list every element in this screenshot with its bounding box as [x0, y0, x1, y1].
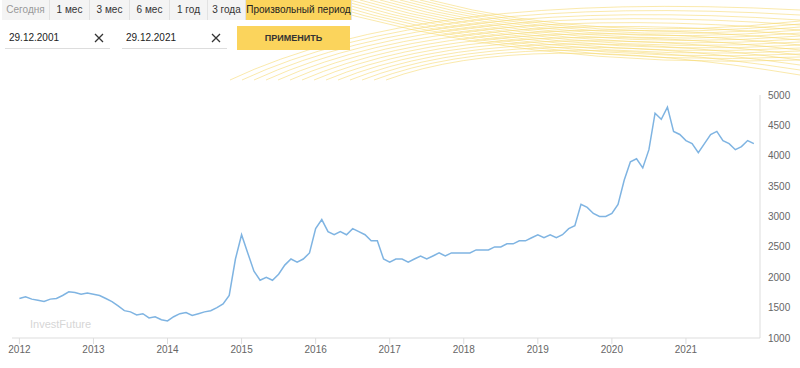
html-text:3 года: 3 года [212, 4, 241, 15]
svg-text:2018: 2018 [453, 344, 476, 355]
svg-text:1000: 1000 [768, 333, 791, 344]
svg-text:5000: 5000 [768, 90, 791, 101]
svg-text:4000: 4000 [768, 150, 791, 161]
html-text:6 мес: 6 мес [136, 4, 163, 15]
html-text:29.12.2001: 29.12.2001 [9, 32, 60, 43]
html-text:1 год: 1 год [177, 4, 200, 15]
svg-text:4500: 4500 [768, 120, 791, 131]
svg-text:1500: 1500 [768, 302, 791, 313]
svg-text:2016: 2016 [305, 344, 328, 355]
svg-text:2012: 2012 [8, 344, 31, 355]
svg-text:3500: 3500 [768, 181, 791, 192]
svg-text:2019: 2019 [527, 344, 550, 355]
html-text:Произвольный период: Произвольный период [246, 4, 351, 15]
svg-text:3000: 3000 [768, 211, 791, 222]
svg-text:2000: 2000 [768, 272, 791, 283]
html-text:3 мес: 3 мес [96, 4, 123, 15]
html-text:InvestFuture: InvestFuture [30, 318, 92, 330]
svg-text:2017: 2017 [379, 344, 402, 355]
svg-text:2021: 2021 [675, 344, 698, 355]
html-text:ПРИМЕНИТЬ: ПРИМЕНИТЬ [264, 33, 323, 43]
svg-text:2500: 2500 [768, 241, 791, 252]
svg-text:2013: 2013 [82, 344, 105, 355]
svg-text:2020: 2020 [601, 344, 624, 355]
svg-text:2014: 2014 [156, 344, 179, 355]
html-text:1 мес: 1 мес [56, 4, 83, 15]
svg-text:2015: 2015 [230, 344, 253, 355]
html-text:29.12.2021: 29.12.2021 [126, 32, 177, 43]
html-text:Сегодня: Сегодня [6, 4, 45, 15]
